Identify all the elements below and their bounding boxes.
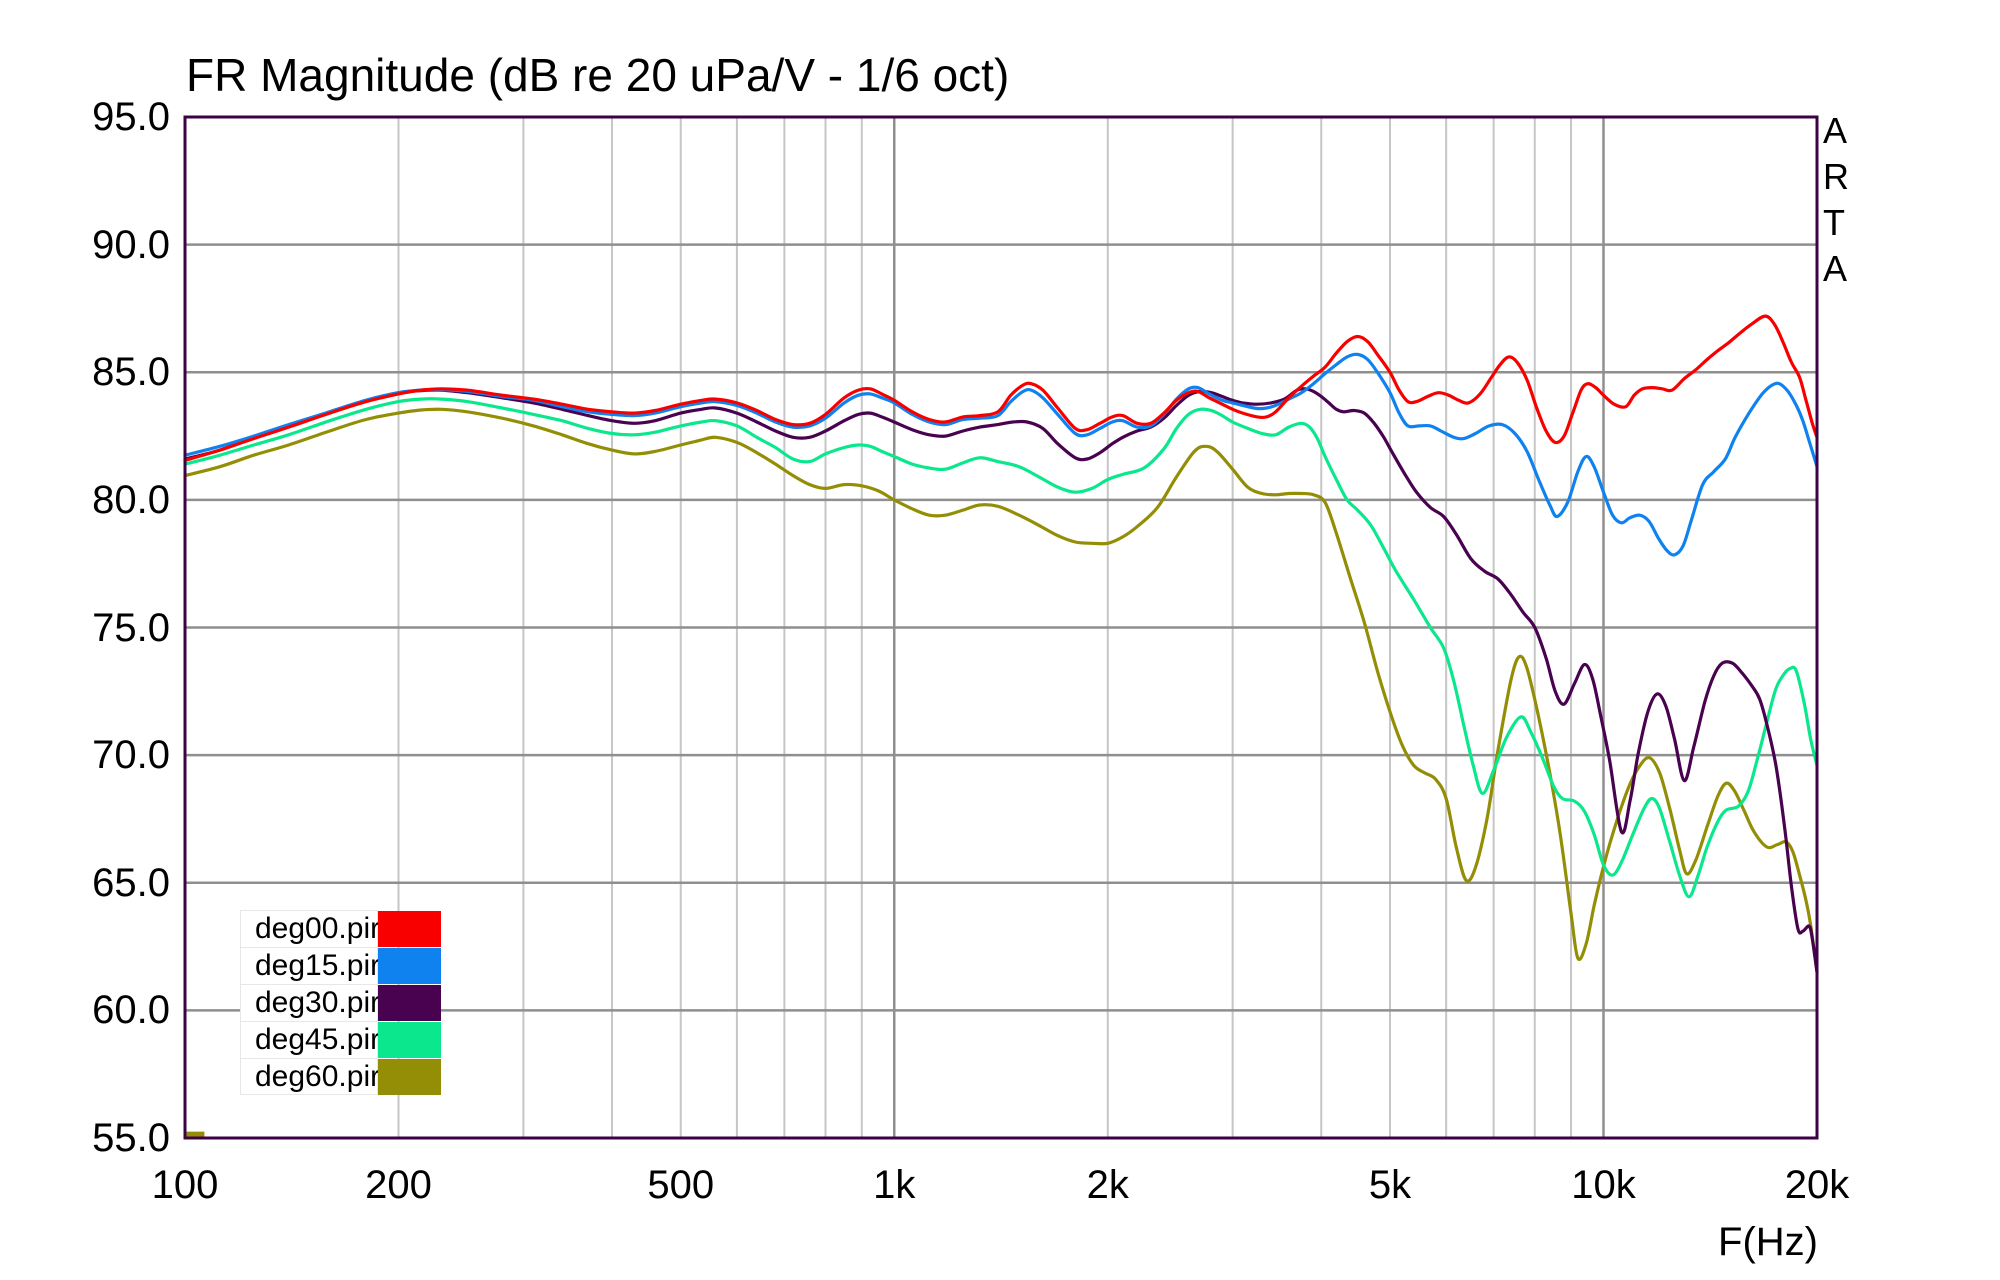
legend-color-swatch — [378, 1059, 441, 1095]
curve-deg00 — [183, 314, 1819, 462]
legend-item: deg60.pir — [240, 1058, 441, 1095]
legend-item-label: deg00.pir — [240, 910, 380, 947]
x-tick-label: 10k — [1571, 1163, 1636, 1207]
legend-item-label: deg60.pir — [240, 1058, 380, 1095]
x-tick-label: 5k — [1368, 1163, 1412, 1207]
x-tick-label: 20k — [1784, 1163, 1850, 1207]
legend-item: deg30.pir — [240, 984, 441, 1021]
x-axis-title: F(Hz) — [1718, 1220, 1818, 1264]
x-tick-label: 1k — [873, 1163, 916, 1207]
legend-color-swatch — [378, 948, 441, 984]
plot-frame — [183, 115, 1819, 1140]
arta-letter: R — [1823, 156, 1849, 197]
x-tick-label: 100 — [151, 1163, 219, 1207]
legend-item: deg15.pir — [240, 947, 441, 984]
y-tick-label: 70.0 — [92, 733, 170, 778]
arta-watermark: A R T A — [1823, 108, 1849, 292]
y-tick-label: 90.0 — [92, 222, 170, 267]
legend-item-label: deg45.pir — [240, 1021, 380, 1058]
legend-item-label: deg15.pir — [240, 947, 380, 984]
curve-deg15 — [183, 352, 1819, 557]
curve-deg45 — [183, 397, 1819, 899]
legend-color-swatch — [378, 911, 441, 947]
y-tick-label: 85.0 — [92, 350, 170, 395]
legend-color-swatch — [378, 985, 441, 1021]
legend-color-swatch — [378, 1022, 441, 1058]
y-tick-label: 65.0 — [92, 860, 170, 905]
y-tick-label: 95.0 — [92, 95, 170, 139]
chart-title: FR Magnitude (dB re 20 uPa/V - 1/6 oct) — [186, 49, 1010, 101]
x-tick-label: 500 — [647, 1163, 715, 1207]
arta-letter: A — [1823, 110, 1848, 151]
y-tick-label: 80.0 — [92, 477, 170, 522]
curve-deg60 — [183, 407, 1819, 974]
legend-item: deg45.pir — [240, 1021, 441, 1058]
y-tick-label: 75.0 — [92, 605, 170, 650]
x-tick-label: 200 — [365, 1163, 432, 1207]
arta-letter: T — [1823, 202, 1845, 243]
legend-item: deg00.pir — [240, 910, 441, 947]
legend-item-label: deg30.pir — [240, 984, 380, 1021]
curve-deg30 — [183, 387, 1819, 974]
arta-letter: A — [1823, 248, 1848, 289]
legend: deg00.pir deg15.pir deg30.pir deg45.pir deg6… — [240, 910, 441, 1095]
y-tick-label: 60.0 — [92, 988, 170, 1033]
y-tick-label: 55.0 — [92, 1116, 170, 1160]
x-tick-label: 2k — [1086, 1163, 1129, 1207]
